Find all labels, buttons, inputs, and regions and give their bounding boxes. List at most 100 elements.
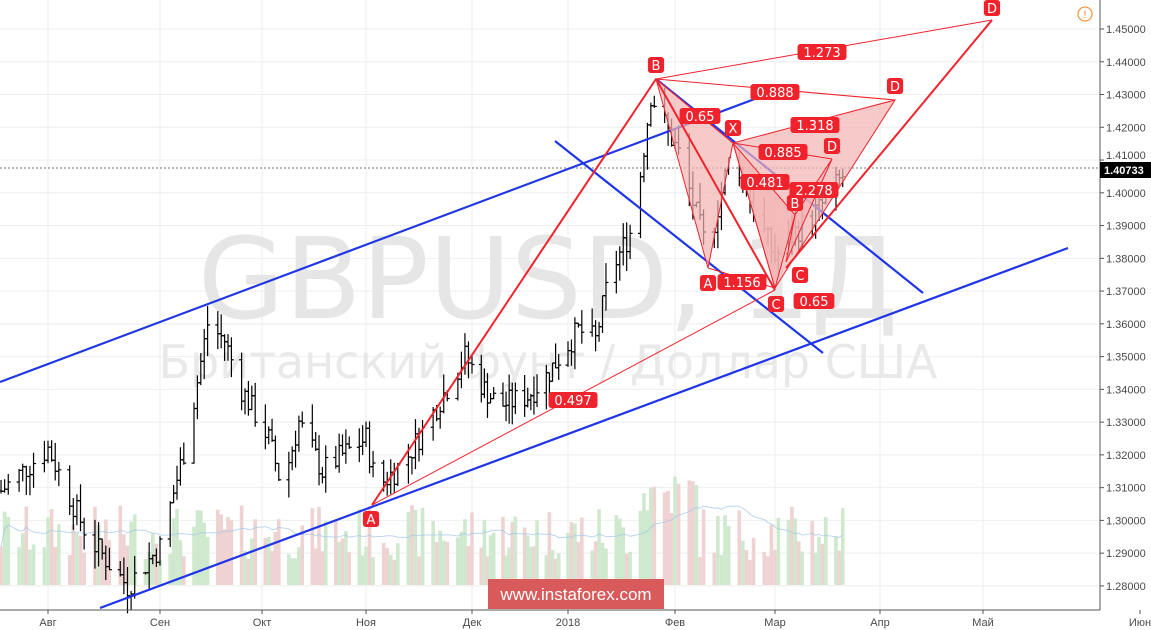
- candle: [360, 425, 366, 456]
- volume-bar: [479, 547, 484, 585]
- y-tick-label: 1.29000: [1106, 548, 1146, 560]
- volume-bar: [445, 541, 450, 585]
- price-axis[interactable]: 1.45000 1.44000 1.43000 1.42000 1.41000 1.400…: [1099, 0, 1151, 610]
- candle: [67, 465, 73, 515]
- volume-bar: [300, 525, 305, 585]
- volume-bar: [723, 515, 727, 585]
- ratio-label: 2.278: [789, 182, 839, 199]
- volume-bar: [175, 508, 179, 585]
- volume-bar: [192, 526, 196, 585]
- volume-bar: [250, 538, 254, 585]
- volume-bar: [31, 544, 36, 585]
- candle: [41, 440, 47, 473]
- volume-bar: [243, 550, 247, 585]
- volume-bar: [168, 554, 172, 585]
- alert-button[interactable]: !: [1077, 6, 1093, 22]
- svg-text:1.318: 1.318: [796, 119, 833, 134]
- volume-bar: [20, 533, 25, 585]
- candle: [367, 421, 373, 474]
- volume-bar: [600, 542, 605, 585]
- instaforex-banner[interactable]: www.instaforex.com: [488, 579, 664, 609]
- candle: [276, 462, 282, 481]
- volume-bar: [691, 481, 695, 585]
- candle: [49, 440, 55, 462]
- candle: [627, 224, 633, 260]
- svg-text:X: X: [729, 122, 738, 137]
- y-tick-label: 1.41000: [1106, 150, 1146, 162]
- volume-bar: [118, 505, 123, 585]
- volume-bar: [178, 540, 183, 585]
- candle: [177, 447, 183, 486]
- ratio-label: 0.481: [740, 174, 790, 191]
- abcd-leg-ab[interactable]: [371, 78, 657, 506]
- y-tick-label: 1.30000: [1106, 515, 1146, 527]
- volume-bar: [662, 492, 667, 585]
- volume-bar: [649, 487, 653, 585]
- svg-text:D: D: [827, 140, 837, 155]
- volume-bar: [205, 537, 210, 585]
- x-tick-label: Фев: [665, 617, 685, 629]
- volume-bar: [334, 521, 338, 585]
- candle: [23, 465, 29, 495]
- volume-bar: [744, 550, 749, 585]
- candle: [370, 450, 376, 478]
- exclamation-circle-icon[interactable]: [1077, 6, 1093, 22]
- volume-bar: [195, 510, 200, 585]
- volume-bar: [470, 512, 474, 585]
- volume-bar: [57, 524, 61, 585]
- volume-bar: [769, 524, 774, 585]
- volume-bar: [762, 551, 767, 585]
- volume-bar: [510, 522, 515, 585]
- svg-text:D: D: [890, 80, 900, 95]
- volume-bar: [669, 513, 674, 585]
- volume-bar: [547, 512, 552, 585]
- volume-bar: [202, 522, 206, 585]
- candle: [299, 411, 305, 428]
- volume-bar: [737, 510, 742, 585]
- volume-bar: [263, 538, 268, 585]
- point-label: B: [647, 57, 665, 74]
- descending-channel-lower[interactable]: [554, 140, 824, 354]
- volume-bar: [525, 535, 530, 585]
- volume-bar: [576, 542, 581, 585]
- banner-text[interactable]: www.instaforex.com: [499, 585, 651, 604]
- abcd-leg-cd[interactable]: [785, 19, 993, 269]
- volume-bar: [529, 546, 533, 585]
- abcd-leg-bc[interactable]: [655, 78, 776, 291]
- volume-bar: [2, 511, 7, 585]
- channel-upper-line[interactable]: [0, 95, 761, 384]
- volume-bar: [297, 547, 301, 585]
- volume-bar: [840, 508, 845, 585]
- volume-bar: [270, 551, 274, 585]
- svg-text:2.278: 2.278: [795, 184, 832, 199]
- x-tick-label: Мар: [764, 617, 786, 629]
- time-axis[interactable]: Авг Сен Окт Ноя Дек 2018 Фев Мар Апр Май Июн: [0, 609, 1151, 629]
- last-price-value: 1.40733: [1104, 165, 1144, 177]
- volume-bar: [42, 547, 47, 585]
- volume-bar: [143, 558, 148, 585]
- volume-bar: [824, 517, 828, 585]
- volume-bar: [431, 521, 435, 585]
- candle: [272, 435, 278, 472]
- candle: [333, 446, 339, 469]
- candle: [16, 468, 22, 492]
- candle: [437, 406, 443, 429]
- candle: [45, 440, 51, 464]
- volume-bar: [320, 551, 325, 585]
- volume-bar: [532, 546, 536, 585]
- volume-bar: [741, 540, 745, 585]
- volume-bar: [491, 532, 496, 585]
- svg-text:0.481: 0.481: [746, 176, 783, 191]
- x-tick-label: 2018: [556, 617, 580, 629]
- point-label: D: [983, 0, 1001, 17]
- volume-bar: [413, 509, 418, 585]
- candle: [289, 446, 295, 471]
- candle: [534, 374, 540, 408]
- volume-bar: [100, 540, 104, 585]
- channel-lower-line[interactable]: [99, 246, 1069, 610]
- volume-bar: [553, 558, 558, 585]
- volume-bar: [266, 537, 271, 585]
- volume-bar: [614, 515, 619, 585]
- volume-bar: [773, 549, 777, 585]
